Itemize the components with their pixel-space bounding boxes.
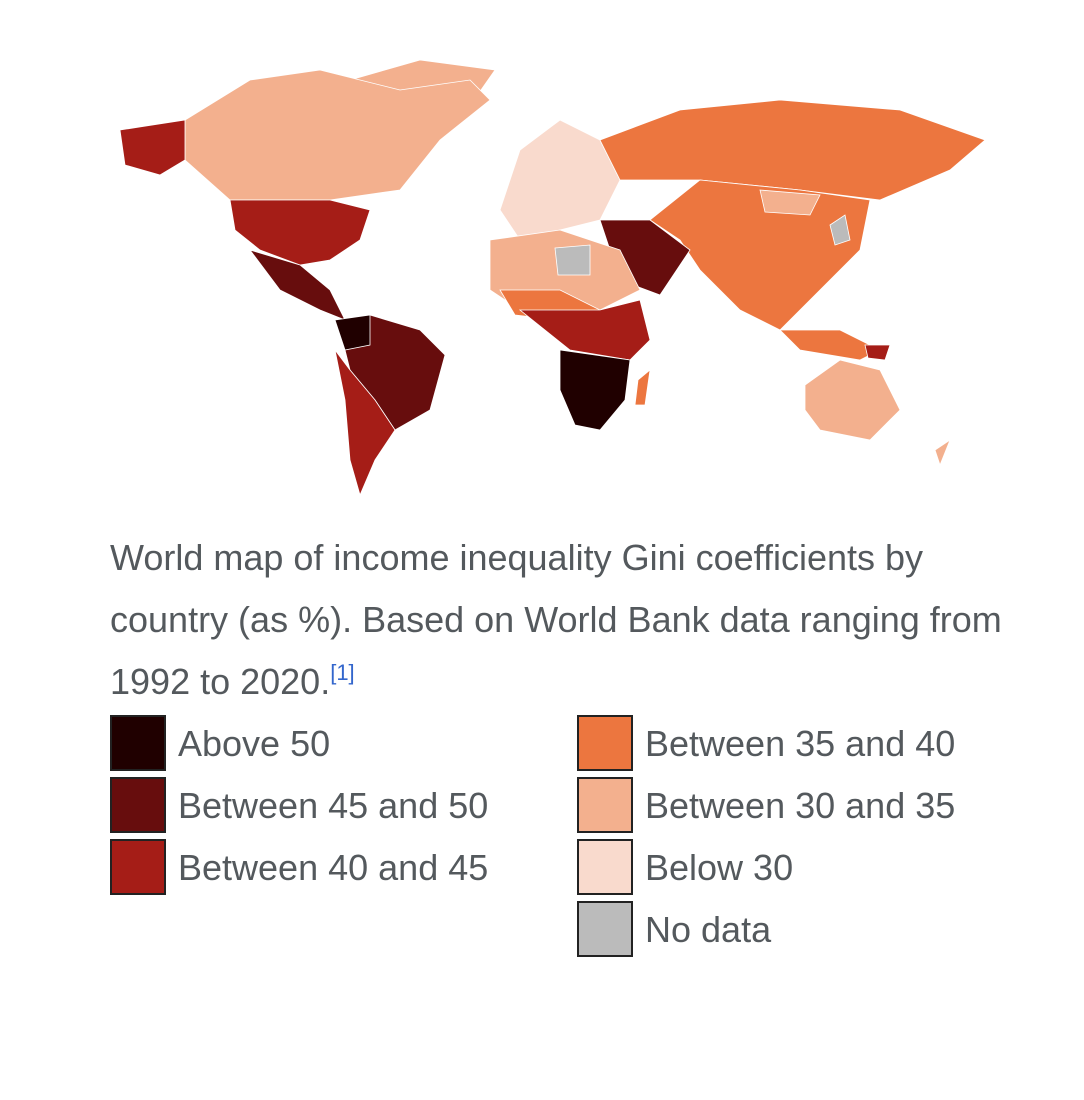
legend-swatch xyxy=(110,777,166,834)
legend-item: Between 35 and 40 xyxy=(577,713,997,775)
legend-swatch xyxy=(577,777,633,834)
legend-item: Between 45 and 50 xyxy=(110,775,550,837)
region xyxy=(599,99,986,201)
region xyxy=(634,369,651,406)
caption-text: World map of income inequality Gini coef… xyxy=(110,537,1002,702)
legend-column: Above 50 Between 45 and 50 Between 40 and … xyxy=(110,713,550,899)
legend-item: Above 50 xyxy=(110,713,550,775)
region xyxy=(829,214,851,246)
legend-swatch xyxy=(110,715,166,772)
legend-label: No data xyxy=(645,909,772,950)
world-map xyxy=(119,59,986,497)
region xyxy=(229,199,371,266)
region xyxy=(119,119,186,176)
region xyxy=(518,299,651,361)
region xyxy=(934,438,951,467)
legend-swatch xyxy=(110,839,166,896)
legend-item: Between 40 and 45 xyxy=(110,837,550,899)
legend-swatch xyxy=(577,839,633,896)
legend-swatch xyxy=(577,715,633,772)
caption: World map of income inequality Gini coef… xyxy=(110,527,1020,718)
region xyxy=(334,314,371,351)
region xyxy=(759,189,821,216)
legend-label: Between 35 and 40 xyxy=(645,723,956,764)
legend-column: Between 35 and 40 Between 30 and 35 Below … xyxy=(577,713,997,961)
legend-label: Between 45 and 50 xyxy=(178,785,489,826)
legend-label: Above 50 xyxy=(178,723,331,764)
legend-label: Between 30 and 35 xyxy=(645,785,956,826)
legend-label: Below 30 xyxy=(645,847,794,888)
region xyxy=(804,359,901,441)
region xyxy=(554,244,591,276)
legend-swatch xyxy=(577,901,633,958)
legend-item: Below 30 xyxy=(577,837,997,899)
legend-item: Between 30 and 35 xyxy=(577,775,997,837)
region xyxy=(184,69,491,201)
region xyxy=(864,344,891,361)
legend-label: Between 40 and 45 xyxy=(178,847,489,888)
region xyxy=(559,349,631,431)
region xyxy=(334,349,396,497)
legend-item: No data xyxy=(577,899,997,961)
reference-link[interactable]: [1] xyxy=(330,660,355,685)
